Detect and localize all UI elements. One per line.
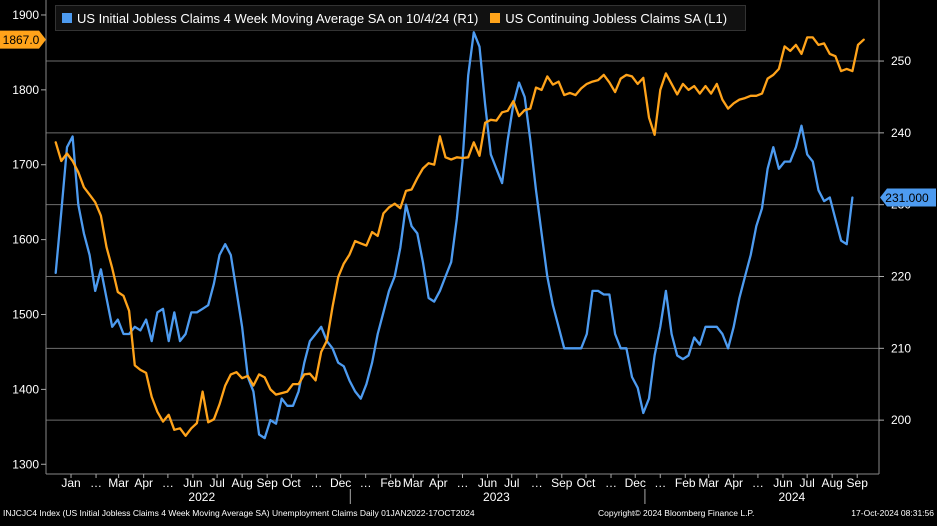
left-tick-label-1600: 1600	[12, 233, 39, 247]
legend: US Initial Jobless Claims 4 Week Moving …	[55, 5, 747, 31]
left-tick-label-1900: 1900	[12, 8, 39, 22]
x-tick-label-14: Mar	[403, 476, 424, 490]
x-tick-label-29: Jun	[773, 476, 792, 490]
x-tick-label-8: Sep	[256, 476, 278, 490]
left-tick-label-1400: 1400	[12, 382, 39, 396]
x-tick-label-9: Oct	[282, 476, 301, 490]
legend-item-initial-claims: US Initial Jobless Claims 4 Week Moving …	[62, 11, 478, 26]
right-tick-label-220: 220	[891, 270, 911, 284]
right-tick-label-240: 240	[891, 126, 911, 140]
x-tick-label-24: …	[654, 476, 666, 490]
x-tick-label-10: …	[310, 476, 322, 490]
x-tick-label-15: Apr	[429, 476, 448, 490]
x-tick-label-7: Aug	[231, 476, 252, 490]
x-tick-label-23: Dec	[625, 476, 646, 490]
legend-swatch-initial-claims	[62, 13, 72, 23]
legend-label-continuing-claims: US Continuing Jobless Claims SA (L1)	[505, 10, 728, 26]
x-tick-label-4: …	[162, 476, 174, 490]
x-tick-label-2: Mar	[108, 476, 129, 490]
x-tick-label-11: Dec	[330, 476, 351, 490]
last-value-marker-initial-claims	[880, 188, 936, 207]
x-tick-label-28: …	[752, 476, 764, 490]
right-tick-label-200: 200	[891, 413, 911, 427]
x-tick-label-0: Jan	[61, 476, 80, 490]
x-tick-label-25: Feb	[675, 476, 696, 490]
footer: INJCJC4 Index (US Initial Jobless Claims…	[0, 505, 937, 521]
x-tick-label-20: Sep	[551, 476, 573, 490]
grid-layer	[46, 60, 879, 421]
year-label-2024: 2024	[778, 490, 805, 504]
x-tick-label-6: Jul	[209, 476, 224, 490]
x-tick-label-18: Jul	[504, 476, 519, 490]
last-value-marker-continuing-claims	[0, 30, 46, 49]
year-label-2022: 2022	[188, 490, 215, 504]
legend-item-continuing-claims: US Continuing Jobless Claims SA (L1)	[490, 11, 727, 26]
x-tick-label-1: …	[90, 476, 102, 490]
footer-copyright: Copyright© 2024 Bloomberg Finance L.P.	[598, 508, 755, 518]
last-value-label-initial-claims: 231.000	[885, 191, 929, 205]
x-tick-label-19: …	[531, 476, 543, 490]
x-tick-label-22: …	[605, 476, 617, 490]
x-tick-label-26: Mar	[698, 476, 719, 490]
x-tick-label-16: …	[457, 476, 469, 490]
series-line-initial-claims	[54, 31, 854, 440]
left-tick-label-1500: 1500	[12, 308, 39, 322]
x-tick-label-13: Feb	[380, 476, 401, 490]
marker-layer: 231.000 1867.0	[0, 30, 936, 207]
left-tick-label-1700: 1700	[12, 158, 39, 172]
footer-timestamp: 17-Oct-2024 08:31:56	[851, 508, 934, 518]
right-tick-label-250: 250	[891, 54, 911, 68]
last-value-label-continuing-claims: 1867.0	[3, 33, 40, 47]
x-tick-label-31: Aug	[822, 476, 843, 490]
footer-source: INJCJC4 Index (US Initial Jobless Claims…	[3, 508, 475, 518]
legend-label-initial-claims: US Initial Jobless Claims 4 Week Moving …	[77, 10, 479, 26]
x-tick-label-32: Sep	[847, 476, 869, 490]
x-tick-label-5: Jun	[183, 476, 202, 490]
right-tick-label-210: 210	[891, 341, 911, 355]
x-tick-label-12: …	[360, 476, 372, 490]
year-label-2023: 2023	[483, 490, 510, 504]
left-tick-label-1800: 1800	[12, 83, 39, 97]
x-tick-label-3: Apr	[134, 476, 153, 490]
x-tick-label-27: Apr	[724, 476, 743, 490]
x-tick-label-30: Jul	[799, 476, 814, 490]
series-layer	[54, 31, 865, 440]
legend-swatch-continuing-claims	[490, 13, 501, 23]
x-tick-label-17: Jun	[478, 476, 497, 490]
axis-layer: 1300140015001600170018001900200210220230…	[12, 0, 911, 504]
series-line-continuing-claims	[54, 36, 865, 437]
left-tick-label-1300: 1300	[12, 457, 39, 471]
x-tick-label-21: Oct	[577, 476, 596, 490]
